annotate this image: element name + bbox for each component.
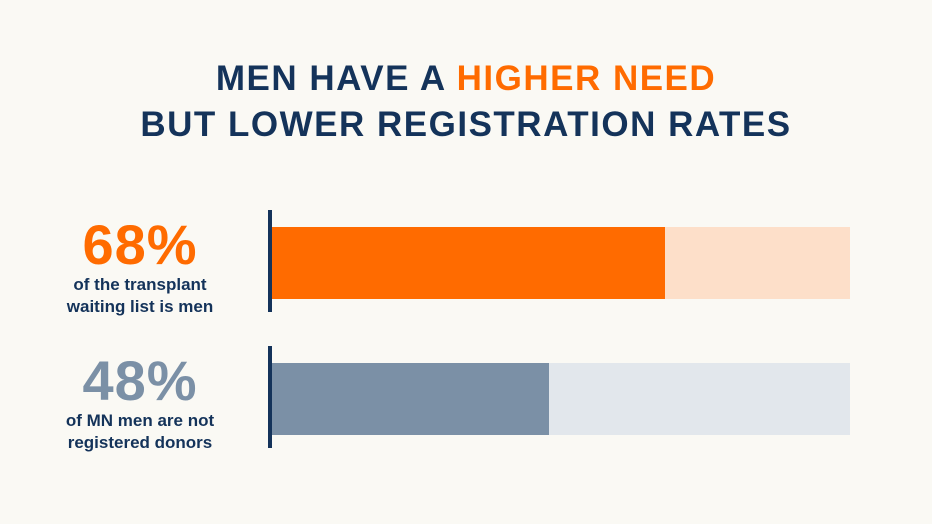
- title-line-1: MEN HAVE A HIGHER NEED: [0, 56, 932, 102]
- title-highlight: HIGHER NEED: [456, 59, 717, 98]
- title-prefix: MEN HAVE A: [215, 59, 457, 98]
- bar-description-line-2: waiting list is men: [66, 297, 214, 316]
- bar-label-block: 48% of MN men are not registered donors: [40, 352, 240, 454]
- bar-track: [272, 227, 850, 299]
- title-line-2: BUT LOWER REGISTRATION RATES: [140, 105, 792, 144]
- bar-description-line-1: of MN men are not: [65, 411, 215, 430]
- bar-axis-line: [268, 210, 272, 312]
- bar-value-label: 48%: [82, 349, 198, 412]
- page-title: MEN HAVE A HIGHER NEED BUT LOWER REGISTR…: [0, 56, 932, 148]
- bar-row-registered-donors: 48% of MN men are not registered donors: [0, 346, 932, 452]
- bar-description-line-1: of the transplant: [73, 275, 207, 294]
- bar-track: [272, 363, 850, 435]
- bar-axis-line: [268, 346, 272, 448]
- bar-description-line-2: registered donors: [67, 433, 213, 452]
- bar-value-label: 68%: [82, 213, 198, 276]
- bar-fill: [272, 227, 666, 299]
- bar-row-waiting-list: 68% of the transplant waiting list is me…: [0, 210, 932, 316]
- bar-label-block: 68% of the transplant waiting list is me…: [40, 216, 240, 318]
- bar-fill: [272, 363, 550, 435]
